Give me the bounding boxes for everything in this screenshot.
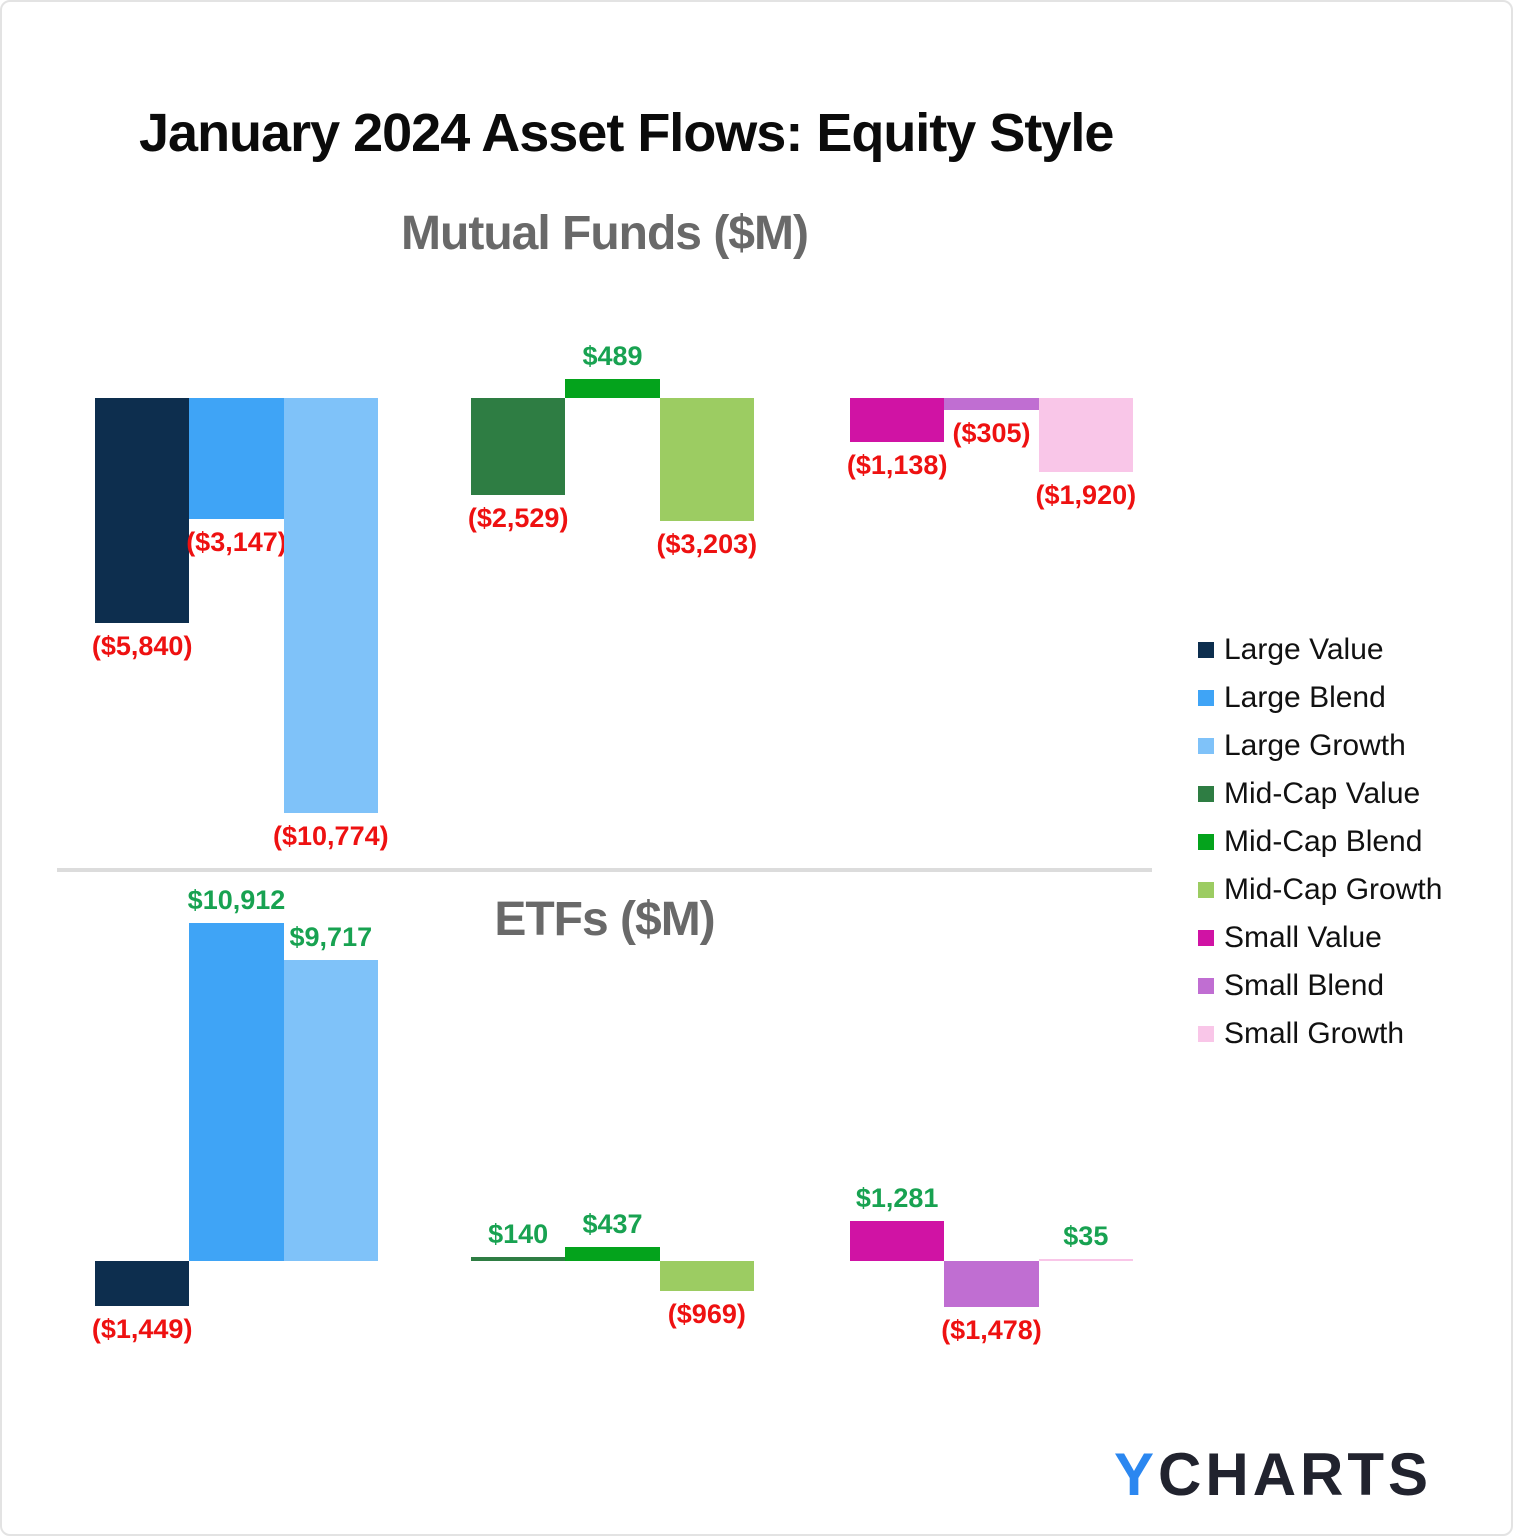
- legend-label: Large Value: [1224, 633, 1384, 666]
- bar-etfs-mid-cap-blend: [565, 1247, 660, 1261]
- bar-etfs-large-growth: [283, 959, 378, 1261]
- value-label-mutual-funds-large-value: ($5,840): [91, 630, 193, 661]
- bar-etfs-mid-cap-value: [471, 1256, 566, 1261]
- legend-item-large-growth: Large Growth: [1198, 729, 1442, 763]
- value-label-etfs-large-blend: $10,912: [187, 884, 286, 915]
- bar-mutual-funds-mid-cap-value: [471, 398, 566, 496]
- value-label-mutual-funds-mid-cap-value: ($2,529): [467, 503, 569, 534]
- ycharts-logo-y: Y: [1114, 1441, 1159, 1508]
- bar-mutual-funds-mid-cap-growth: [659, 398, 754, 522]
- legend-swatch-large-blend: [1198, 690, 1214, 706]
- legend-swatch-large-value: [1198, 642, 1214, 658]
- legend-label: Small Blend: [1224, 969, 1385, 1002]
- bar-etfs-small-value: [850, 1221, 945, 1261]
- bar-mutual-funds-small-blend: [944, 398, 1039, 410]
- legend-item-small-value: Small Value: [1198, 921, 1442, 955]
- value-label-etfs-small-value: $1,281: [855, 1183, 939, 1214]
- value-label-mutual-funds-small-value: ($1,138): [846, 449, 948, 480]
- value-label-mutual-funds-large-growth: ($10,774): [273, 821, 389, 851]
- legend-swatch-small-blend: [1198, 978, 1214, 994]
- bar-mutual-funds-small-value: [850, 398, 945, 442]
- legend-label: Large Growth: [1224, 729, 1406, 762]
- value-label-etfs-small-blend: ($1,478): [941, 1314, 1042, 1345]
- legend-item-mid-cap-value: Mid-Cap Value: [1198, 777, 1442, 811]
- bar-mutual-funds-small-growth: [1038, 398, 1133, 472]
- value-label-mutual-funds-mid-cap-blend: $489: [582, 341, 643, 372]
- bar-mutual-funds-mid-cap-blend: [565, 379, 660, 398]
- value-label-etfs-small-growth: $35: [1063, 1221, 1109, 1251]
- legend-swatch-small-value: [1198, 930, 1214, 946]
- legend-swatch-mid-cap-growth: [1198, 882, 1214, 898]
- panel-divider: [57, 868, 1152, 872]
- legend-swatch-mid-cap-value: [1198, 786, 1214, 802]
- legend-swatch-small-growth: [1198, 1026, 1214, 1042]
- bar-etfs-small-blend: [944, 1261, 1039, 1307]
- value-label-mutual-funds-mid-cap-growth: ($3,203): [656, 529, 758, 560]
- legend-item-small-blend: Small Blend: [1198, 969, 1442, 1003]
- bar-etfs-large-value: [95, 1261, 190, 1306]
- ycharts-logo: YCHARTS: [1114, 1440, 1432, 1509]
- legend: Large Value Large Blend Large Growth Mid-Ca…: [1198, 633, 1442, 1051]
- value-label-etfs-mid-cap-blend: $437: [582, 1209, 643, 1240]
- legend-swatch-mid-cap-blend: [1198, 834, 1214, 850]
- value-label-etfs-large-growth: $9,717: [289, 921, 373, 952]
- panel-title-etfs: ETFs ($M): [494, 893, 715, 946]
- value-label-etfs-large-value: ($1,449): [91, 1313, 193, 1344]
- value-label-mutual-funds-small-blend: ($305): [952, 417, 1031, 448]
- legend-label: Small Growth: [1224, 1017, 1405, 1050]
- bar-etfs-mid-cap-growth: [659, 1261, 754, 1292]
- legend-label: Mid-Cap Blend: [1224, 825, 1423, 858]
- panel-title-mutual-funds: Mutual Funds ($M): [401, 207, 809, 260]
- legend-item-large-value: Large Value: [1198, 633, 1442, 667]
- bar-etfs-small-growth: [1038, 1259, 1133, 1261]
- bar-mutual-funds-large-value: [95, 398, 190, 623]
- legend-label: Mid-Cap Growth: [1224, 873, 1443, 906]
- value-label-etfs-mid-cap-value: $140: [488, 1218, 549, 1249]
- legend-item-small-growth: Small Growth: [1198, 1017, 1442, 1051]
- legend-item-mid-cap-growth: Mid-Cap Growth: [1198, 873, 1442, 907]
- bar-mutual-funds-large-growth: [283, 398, 378, 813]
- legend-swatch-large-growth: [1198, 738, 1214, 754]
- legend-label: Mid-Cap Value: [1224, 777, 1421, 810]
- value-label-mutual-funds-large-blend: ($3,147): [186, 527, 287, 558]
- chart-title: January 2024 Asset Flows: Equity Style: [139, 103, 1114, 163]
- bar-mutual-funds-large-blend: [189, 398, 284, 520]
- bar-etfs-large-blend: [189, 922, 284, 1261]
- legend-label: Small Value: [1224, 921, 1382, 954]
- ycharts-logo-charts: CHARTS: [1158, 1441, 1433, 1508]
- legend-item-large-blend: Large Blend: [1198, 681, 1442, 715]
- value-label-etfs-mid-cap-growth: ($969): [667, 1299, 746, 1330]
- value-label-mutual-funds-small-growth: ($1,920): [1035, 479, 1137, 510]
- legend-label: Large Blend: [1224, 681, 1386, 714]
- legend-item-mid-cap-blend: Mid-Cap Blend: [1198, 825, 1442, 859]
